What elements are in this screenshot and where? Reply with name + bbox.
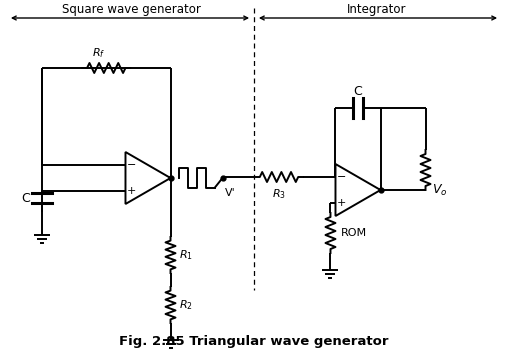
Text: $V_o$: $V_o$ [431, 182, 447, 198]
Text: +: + [337, 198, 346, 208]
Text: V': V' [225, 188, 235, 198]
Text: $R_1$: $R_1$ [178, 248, 193, 262]
Text: +: + [127, 186, 136, 196]
Text: Fig. 2.85 Triangular wave generator: Fig. 2.85 Triangular wave generator [119, 335, 389, 348]
Text: $R_f$: $R_f$ [91, 46, 105, 60]
Text: −: − [337, 172, 346, 182]
Text: $R_3$: $R_3$ [272, 187, 286, 201]
Text: Square wave generator: Square wave generator [61, 3, 201, 16]
Text: −: − [127, 160, 136, 170]
Text: C: C [354, 85, 362, 98]
Text: C: C [22, 191, 30, 205]
Text: $R_2$: $R_2$ [178, 298, 193, 312]
Text: ROM: ROM [340, 228, 367, 238]
Text: Integrator: Integrator [347, 3, 407, 16]
